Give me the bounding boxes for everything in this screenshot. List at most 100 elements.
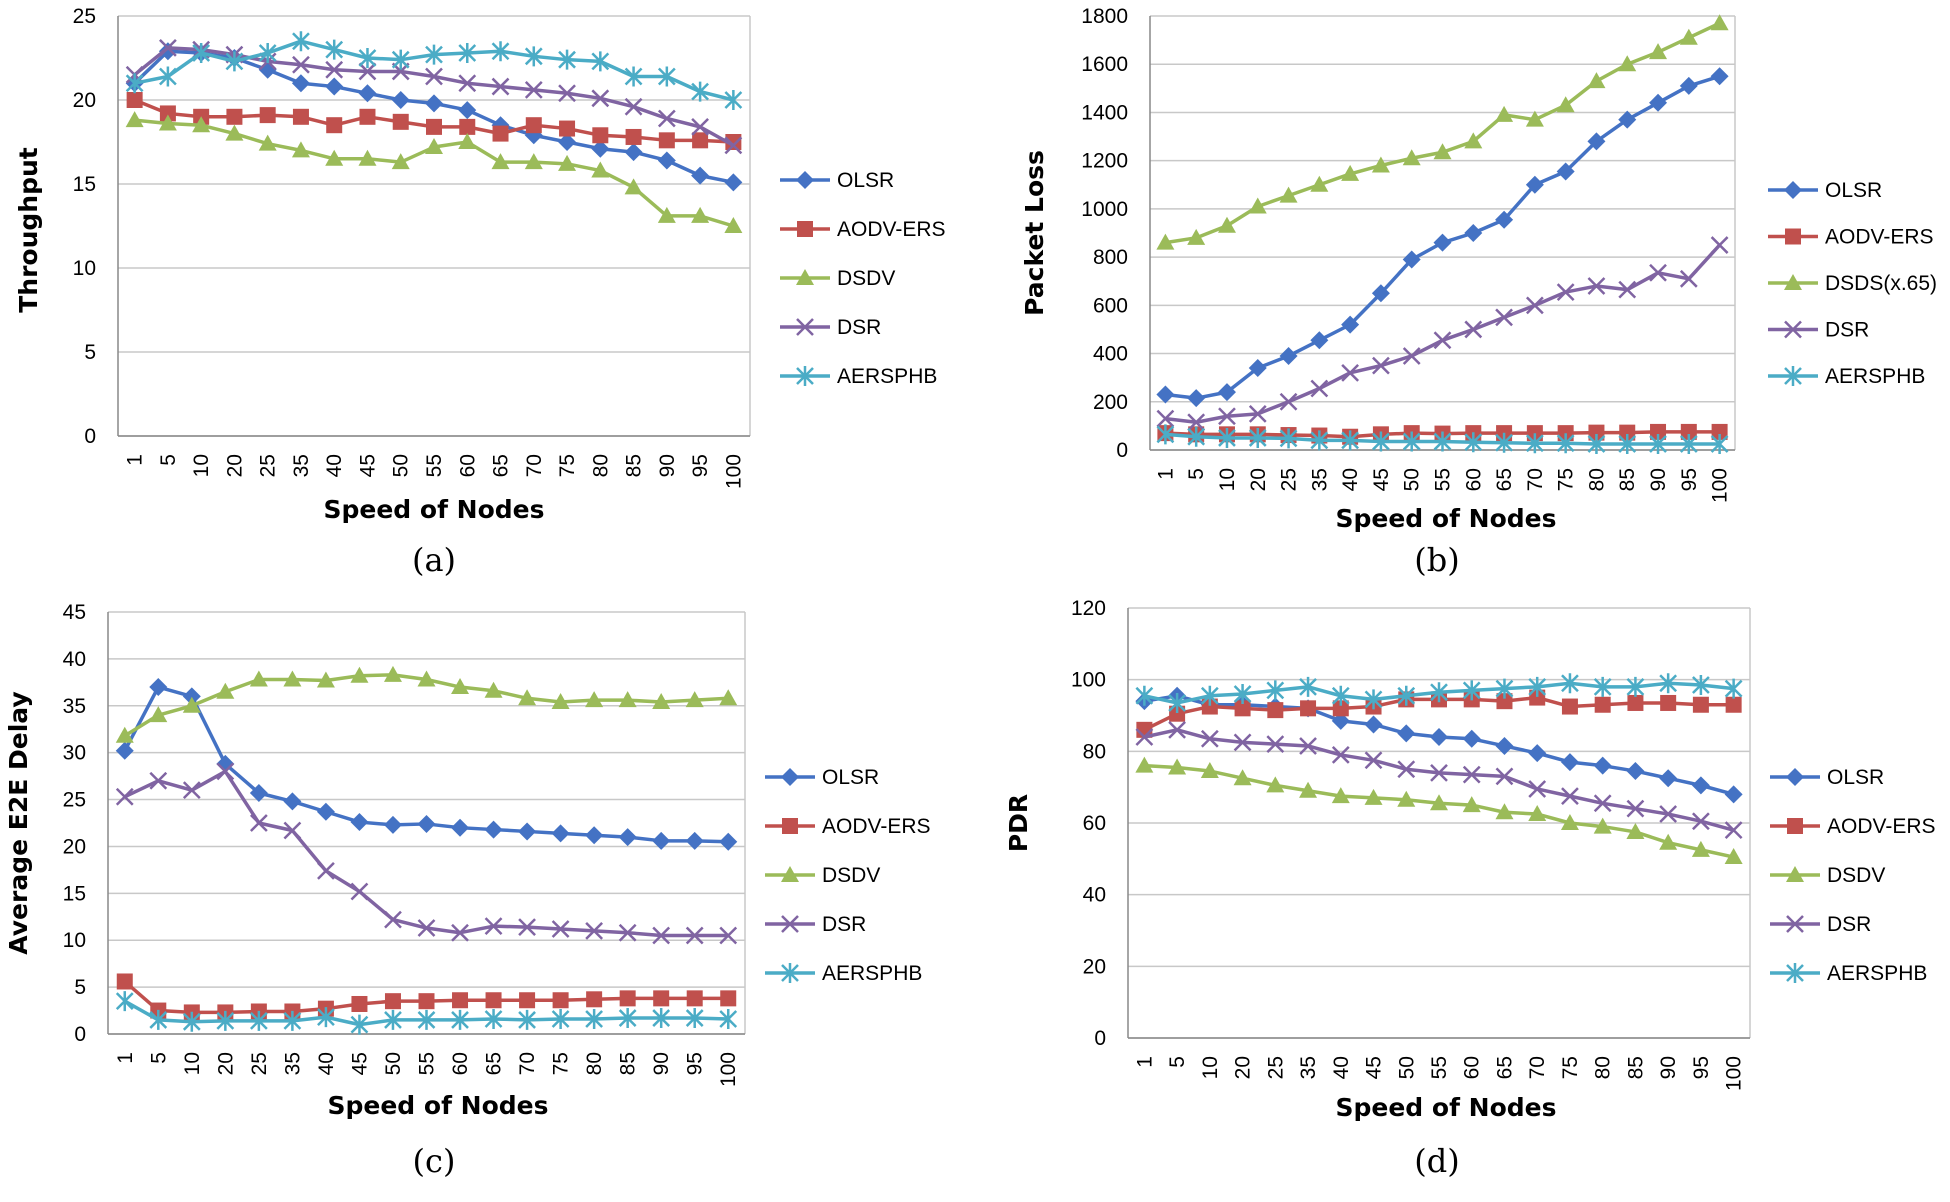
series-aersphb [125, 31, 743, 110]
series-dsr [1156, 236, 1729, 432]
data-point [1135, 756, 1154, 773]
data-point [1724, 821, 1743, 840]
x-tick-label: 45 [1370, 468, 1393, 491]
data-point [1187, 389, 1206, 408]
data-point [1299, 781, 1318, 798]
y-tick-label: 120 [1071, 597, 1106, 620]
data-point [1618, 433, 1637, 454]
x-tick-label: 50 [1401, 468, 1424, 491]
data-point [1233, 733, 1252, 752]
y-tick-label: 5 [74, 976, 86, 999]
data-point [624, 97, 643, 116]
x-tick-label: 60 [449, 1052, 472, 1075]
legend-label: OLSR [1825, 179, 1882, 202]
legend-label: DSR [822, 913, 866, 936]
data-point [451, 678, 470, 695]
data-point [359, 108, 376, 125]
data-point [724, 217, 743, 233]
data-point [585, 826, 604, 845]
legend-marker [796, 366, 814, 386]
legend-marker [781, 915, 799, 933]
y-axis-title: Average E2E Delay [4, 691, 33, 954]
y-tick-label: 1600 [1081, 53, 1128, 76]
data-point [686, 990, 703, 1007]
data-point [1526, 425, 1543, 442]
data-point [1397, 685, 1416, 706]
data-point [384, 910, 402, 929]
data-point [1626, 822, 1645, 839]
y-tick-label: 400 [1093, 343, 1128, 366]
x-tick-label: 75 [1555, 468, 1578, 491]
legend-label: OLSR [1827, 766, 1884, 789]
data-point [491, 153, 510, 170]
x-tick-label: 95 [1690, 1056, 1713, 1079]
legend-item-dsr: DSR [1768, 319, 1869, 342]
data-point [451, 1009, 469, 1030]
data-point [1495, 308, 1513, 327]
data-point [1692, 696, 1709, 713]
data-point [1341, 363, 1360, 382]
data-point [1496, 693, 1513, 710]
x-tick-label: 25 [257, 454, 280, 477]
legend-label: AERSPHB [1825, 365, 1925, 388]
data-point [115, 726, 134, 743]
data-point [558, 84, 576, 103]
legend-item-dsr: DSR [1770, 913, 1871, 936]
data-point [1201, 698, 1218, 715]
x-tick-label: 45 [356, 454, 379, 477]
data-point [425, 44, 443, 65]
y-tick-label: 600 [1093, 294, 1128, 317]
data-point [1156, 385, 1175, 404]
data-point [1660, 694, 1677, 711]
data-point [652, 831, 671, 850]
data-point [425, 138, 443, 155]
x-tick-label: 100 [1709, 468, 1732, 503]
data-point [1267, 702, 1284, 719]
x-tick-label: 20 [214, 1052, 237, 1075]
data-point [417, 1009, 436, 1030]
x-tick-label: 80 [1592, 1056, 1615, 1079]
legend-marker [1784, 366, 1802, 386]
data-point [1679, 269, 1698, 288]
data-point [391, 153, 410, 170]
legend-item-olsr: OLSR [780, 169, 894, 192]
x-tick-label: 5 [157, 454, 180, 466]
data-point [1372, 356, 1390, 375]
data-point [1430, 682, 1448, 703]
data-point [1691, 776, 1710, 795]
data-point [1464, 320, 1483, 339]
data-point [425, 67, 443, 86]
data-point [1618, 280, 1637, 299]
data-point [657, 151, 676, 170]
legend-label: DSDV [837, 267, 895, 290]
legend-label: AERSPHB [822, 962, 922, 985]
legend-label: DSR [1825, 319, 1869, 342]
x-tick-label: 55 [423, 454, 446, 477]
data-point [652, 926, 671, 945]
data-point [1248, 404, 1267, 423]
data-point [283, 1010, 302, 1031]
x-tick-label: 10 [181, 1052, 204, 1075]
data-point [1310, 379, 1329, 398]
x-tick-label: 100 [1723, 1056, 1746, 1091]
legend-item-dsr: DSR [765, 913, 866, 936]
data-point [1495, 432, 1513, 453]
x-tick-label: 35 [1308, 468, 1331, 491]
data-point [259, 107, 276, 124]
data-point [484, 681, 503, 698]
data-point [1528, 780, 1547, 798]
data-point [149, 678, 168, 697]
data-point [1218, 407, 1236, 426]
legend-marker [796, 171, 814, 189]
data-point [292, 108, 309, 125]
x-tick-label: 95 [689, 454, 712, 477]
data-point [1659, 769, 1678, 788]
data-point [350, 1014, 369, 1035]
data-point [653, 990, 670, 1007]
data-point [159, 66, 177, 87]
data-point [1495, 105, 1514, 122]
data-point [115, 741, 134, 760]
x-tick-label: 70 [523, 454, 546, 477]
x-tick-label: 45 [1363, 1056, 1386, 1079]
